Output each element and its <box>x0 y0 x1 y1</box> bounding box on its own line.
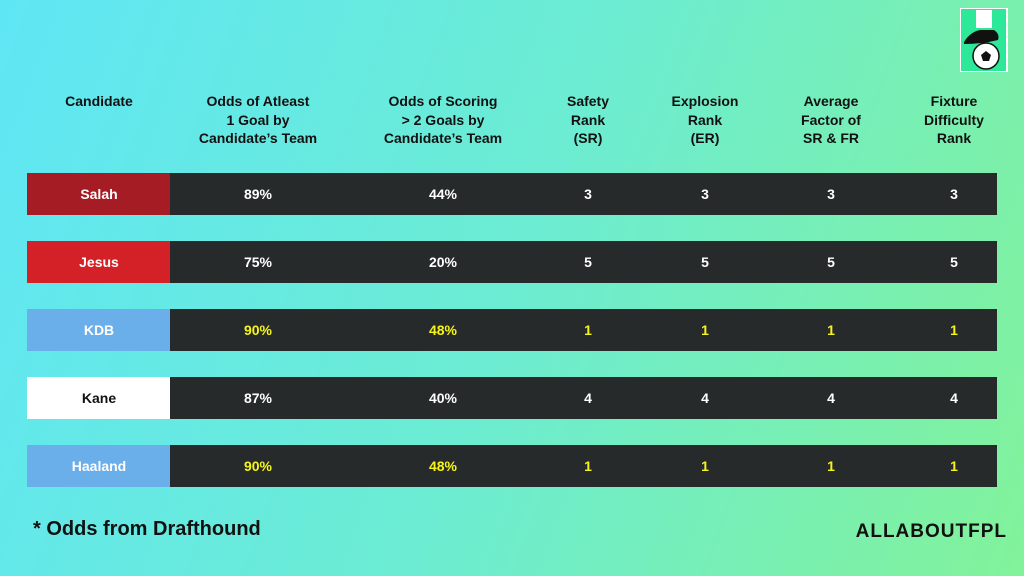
column-header: Odds of Atleast 1 Goal by Candidate’s Te… <box>198 93 318 146</box>
name-cell <box>27 309 170 351</box>
value-cell: 5 <box>950 254 958 270</box>
table-row: Jesus 75% 20% 5 5 5 5 <box>27 241 997 283</box>
column-header: Explosion Rank (ER) <box>671 93 739 146</box>
value-cell: 48% <box>428 322 458 338</box>
value-cell: 89% <box>243 186 273 202</box>
value-cell: 44% <box>428 186 458 202</box>
value-cell: 5 <box>827 254 835 270</box>
table-row: Salah 89% 44% 3 3 3 3 <box>27 173 997 215</box>
value-cell: 5 <box>584 254 592 270</box>
brand: ALLABOUTFPL <box>855 521 1007 542</box>
table-row: Haaland 90% 48% 1 1 1 1 <box>27 445 997 487</box>
value-cell: 1 <box>701 322 709 338</box>
table-row: Kane 87% 40% 4 4 4 4 <box>27 377 997 419</box>
value-cell: 4 <box>827 390 835 406</box>
column-header: Average Factor of SR & FR <box>801 93 861 146</box>
name-cell <box>27 445 170 487</box>
footnote: * Odds from Drafthound <box>33 518 261 540</box>
value-cell: 1 <box>827 322 835 338</box>
value-cell: 1 <box>950 458 958 474</box>
value-cell: 90% <box>243 458 273 474</box>
value-cell: 4 <box>701 390 709 406</box>
value-cell: 1 <box>584 322 592 338</box>
candidate-name: Kane <box>81 390 117 406</box>
value-cell: 3 <box>701 186 709 202</box>
candidate-name: Jesus <box>79 254 119 270</box>
value-cell: 3 <box>584 186 592 202</box>
candidate-name: Haaland <box>71 458 127 474</box>
value-cell: 90% <box>243 322 273 338</box>
name-cell <box>27 241 170 283</box>
value-cell: 4 <box>950 390 958 406</box>
value-cell: 5 <box>701 254 709 270</box>
table-row: KDB 90% 48% 1 1 1 1 <box>27 309 997 351</box>
column-header: Safety Rank (SR) <box>566 93 610 146</box>
value-cell: 1 <box>701 458 709 474</box>
value-cell: 1 <box>584 458 592 474</box>
column-header: Odds of Scoring > 2 Goals by Candidate’s… <box>383 93 503 146</box>
logo <box>960 8 1008 72</box>
value-cell: 1 <box>950 322 958 338</box>
value-cell: 87% <box>243 390 273 406</box>
candidate-name: Salah <box>80 186 118 202</box>
value-cell: 20% <box>428 254 458 270</box>
value-cell: 4 <box>584 390 592 406</box>
value-cell: 75% <box>243 254 273 270</box>
column-header: Fixture Difficulty Rank <box>924 93 984 146</box>
value-cell: 3 <box>950 186 958 202</box>
candidate-name: KDB <box>83 322 115 338</box>
name-cell <box>27 173 170 215</box>
value-cell: 40% <box>428 390 458 406</box>
column-header: Candidate <box>65 93 133 109</box>
name-cell <box>27 377 170 419</box>
value-cell: 3 <box>827 186 835 202</box>
value-cell: 48% <box>428 458 458 474</box>
value-cell: 1 <box>827 458 835 474</box>
